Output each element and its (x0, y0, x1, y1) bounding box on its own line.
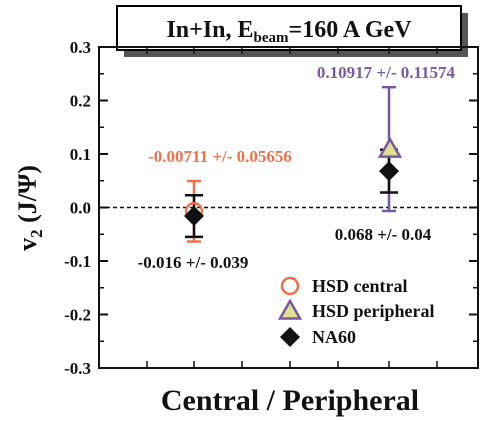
y-tick-label: -0.2 (64, 306, 91, 325)
y-tick-label: 0.3 (70, 38, 91, 57)
y-tick-label: -0.3 (64, 359, 91, 378)
title-main: In+In, E (166, 17, 253, 43)
legend-marker-hsd_peripheral (277, 298, 303, 320)
y-axis-label: v2 (J/Ψ) (13, 165, 46, 251)
na60-point (379, 161, 399, 182)
legend-label: HSD central (312, 276, 407, 296)
y-label-sub: 2 (27, 229, 46, 238)
plot-area: -0.3 -0.2 -0.1 0.0 0.1 0.2 0.3 -0.00711 +/- 0.0… (64, 38, 479, 378)
x-axis-label: Central / Peripheral (161, 384, 419, 417)
legend-label: HSD peripheral (312, 301, 435, 321)
data-annotation: 0.10917 +/- 0.11574 (317, 63, 456, 82)
title-box (116, 5, 462, 51)
title-sub: beam (254, 30, 290, 46)
y-label-v: v (13, 238, 42, 251)
na60-point (184, 206, 204, 227)
hsd_peripheral-point (377, 136, 403, 158)
y-tick-label: 0.0 (70, 199, 91, 218)
data-annotation: 0.068 +/- 0.04 (335, 225, 432, 244)
legend-marker-hsd_central (280, 276, 300, 296)
y-tick-label: -0.1 (64, 252, 91, 271)
chart-title: In+In, Ebeam=160 A GeV (166, 17, 412, 46)
data-annotation: -0.00711 +/- 0.05656 (148, 147, 292, 166)
legend-label: NA60 (312, 327, 356, 347)
y-tick-label: 0.1 (70, 145, 91, 164)
data-annotation: -0.016 +/- 0.039 (138, 253, 249, 272)
y-tick-label: 0.2 (70, 92, 91, 111)
title-rest: =160 A GeV (289, 17, 413, 43)
legend-marker-na60 (280, 327, 300, 347)
y-label-rest: (J/Ψ) (13, 165, 42, 229)
